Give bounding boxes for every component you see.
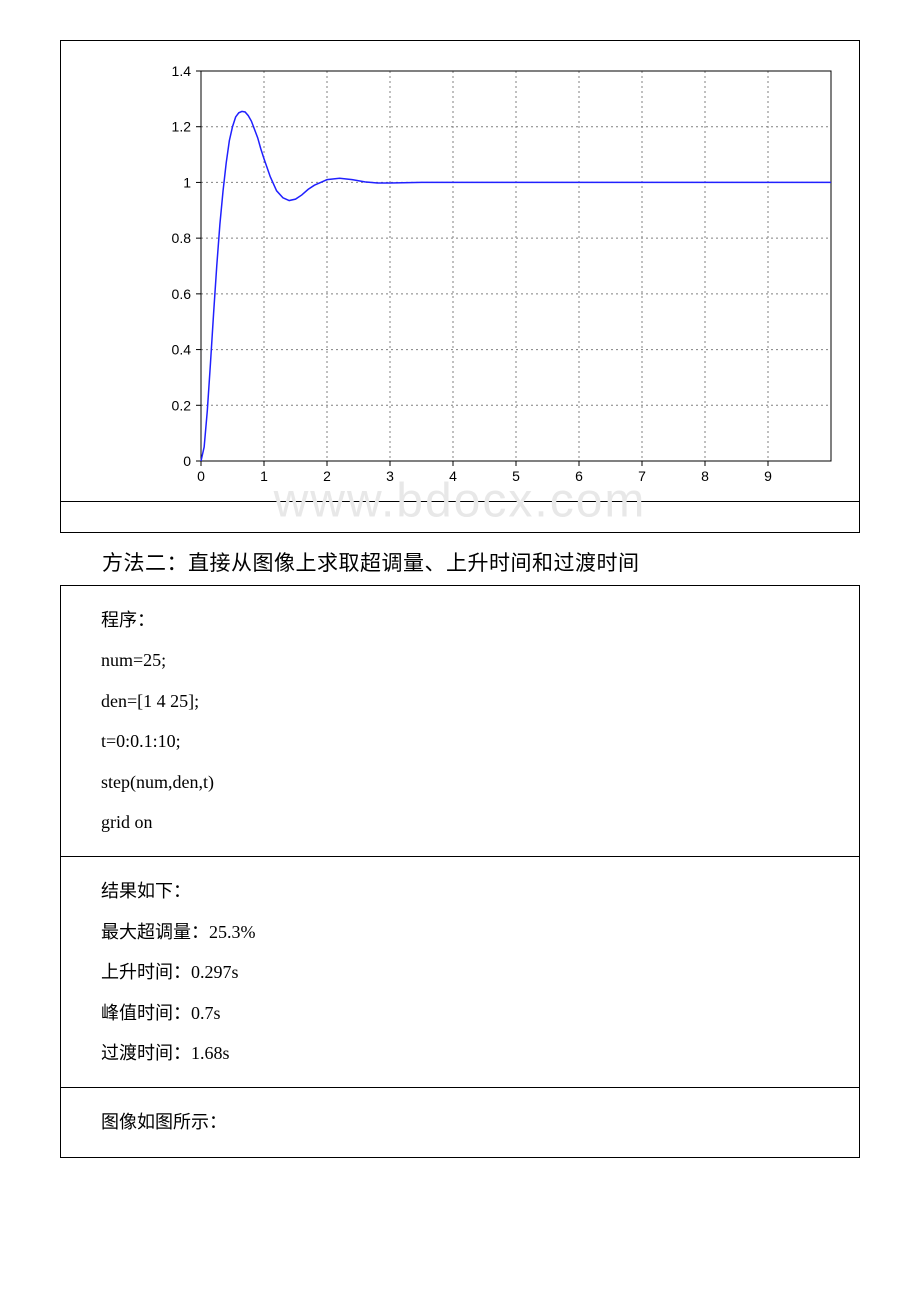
svg-text:1.2: 1.2: [172, 119, 192, 135]
svg-text:0.6: 0.6: [172, 286, 192, 302]
svg-text:2: 2: [323, 468, 331, 484]
chart-container: 00.20.40.60.811.21.40123456789 www.bdocx…: [60, 40, 860, 533]
code-line: grid on: [101, 806, 841, 838]
svg-text:0.8: 0.8: [172, 230, 192, 246]
chart-lower-strip: [61, 502, 859, 532]
svg-text:0: 0: [183, 453, 191, 469]
result-line: 最大超调量：25.3%: [101, 916, 841, 948]
svg-text:6: 6: [575, 468, 583, 484]
svg-text:3: 3: [386, 468, 394, 484]
result-line: 过渡时间：1.68s: [101, 1037, 841, 1069]
results-title: 结果如下：: [101, 875, 841, 907]
svg-text:0.4: 0.4: [172, 342, 192, 358]
code-title: 程序：: [101, 604, 841, 636]
svg-text:9: 9: [764, 468, 772, 484]
svg-text:5: 5: [512, 468, 520, 484]
code-cell: 程序： num=25; den=[1 4 25]; t=0:0.1:10; st…: [61, 586, 860, 857]
code-line: den=[1 4 25];: [101, 685, 841, 717]
code-line: num=25;: [101, 644, 841, 676]
svg-text:0: 0: [197, 468, 205, 484]
svg-text:7: 7: [638, 468, 646, 484]
svg-text:1: 1: [260, 468, 268, 484]
content-table: 程序： num=25; den=[1 4 25]; t=0:0.1:10; st…: [60, 585, 860, 1158]
figure-note: 图像如图所示：: [101, 1106, 841, 1138]
chart-plot-area: 00.20.40.60.811.21.40123456789 www.bdocx…: [61, 41, 859, 502]
page-root: 00.20.40.60.811.21.40123456789 www.bdocx…: [0, 0, 920, 1198]
svg-text:8: 8: [701, 468, 709, 484]
results-cell: 结果如下： 最大超调量：25.3% 上升时间：0.297s 峰值时间：0.7s …: [61, 857, 860, 1088]
step-response-chart: 0 0.2 0.4 0.6 0.8 1 1.2 1.4 0 1 2 3 4 5 6 7 8 9: [61, 41, 857, 501]
result-line: 上升时间：0.297s: [101, 956, 841, 988]
svg-text:1.4: 1.4: [172, 63, 192, 79]
svg-text:1: 1: [183, 174, 191, 190]
code-line: step(num,den,t): [101, 766, 841, 798]
svg-text:0.2: 0.2: [172, 397, 192, 413]
figure-note-cell: 图像如图所示：: [61, 1088, 860, 1157]
method-heading: 方法二：直接从图像上求取超调量、上升时间和过渡时间: [60, 547, 860, 577]
svg-text:4: 4: [449, 468, 457, 484]
result-line: 峰值时间：0.7s: [101, 997, 841, 1029]
code-line: t=0:0.1:10;: [101, 725, 841, 757]
